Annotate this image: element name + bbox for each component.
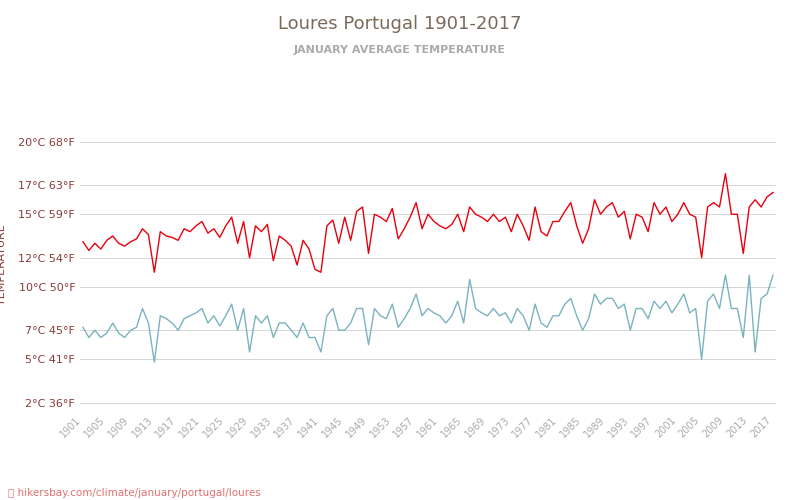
Text: JANUARY AVERAGE TEMPERATURE: JANUARY AVERAGE TEMPERATURE <box>294 45 506 55</box>
Y-axis label: TEMPERATURE: TEMPERATURE <box>0 224 7 306</box>
Text: Loures Portugal 1901-2017: Loures Portugal 1901-2017 <box>278 15 522 33</box>
Text: 📍 hikersbay.com/climate/january/portugal/loures: 📍 hikersbay.com/climate/january/portugal… <box>8 488 261 498</box>
